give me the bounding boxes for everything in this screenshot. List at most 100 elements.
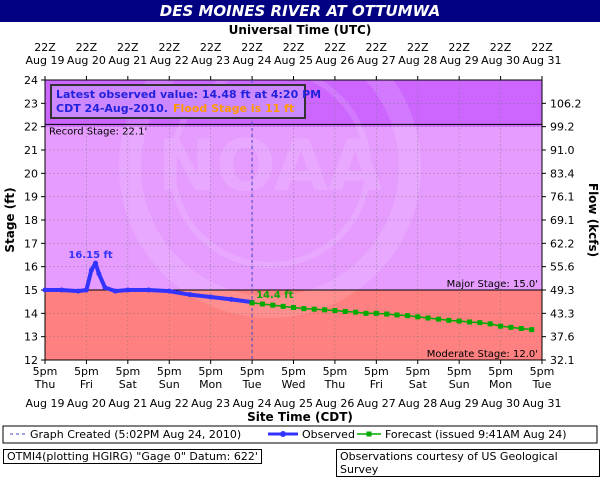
y2-axis-title: Flow (kcfs)	[586, 183, 600, 257]
bottom-date-label: Aug 20	[67, 397, 106, 410]
footer-datum: OTMI4(plotting HGIRG) "Gage 0" Datum: 62…	[3, 449, 262, 464]
y-tick-label: 18	[24, 214, 38, 227]
y-tick-label: 15	[24, 284, 38, 297]
top-date-label: Aug 29	[440, 54, 479, 67]
bottom-date-label: Aug 26	[315, 397, 354, 410]
axes: 12 13 14 15 16 17 18 19 20 21 22 23 24 32.1 37.6 43.3 49…	[3, 23, 600, 424]
bottom-weekday-label: Thu	[34, 378, 56, 391]
y-tick-label: 23	[24, 97, 38, 110]
noaa-watermark: NOAA	[119, 22, 421, 318]
top-date-label: Aug 23	[191, 54, 230, 67]
forecast-point	[291, 305, 296, 310]
y-tick-label: 17	[24, 237, 38, 250]
top-date-label: Aug 30	[481, 54, 520, 67]
y2-tick-label: 91.0	[550, 144, 575, 157]
bottom-weekday-label: Wed	[282, 378, 306, 391]
info-box	[50, 84, 306, 119]
bottom-axis-title: Site Time (CDT)	[247, 410, 353, 424]
top-time-label: 22Z	[283, 41, 305, 54]
y-tick-label: 22	[24, 121, 38, 134]
observed-point	[166, 288, 172, 294]
bottom-time-label: 5pm	[198, 365, 223, 378]
top-date-label: Aug 26	[315, 54, 354, 67]
y2-tick-label: 69.1	[550, 214, 575, 227]
top-date-label: Aug 24	[233, 54, 272, 67]
bottom-time-label: 5pm	[115, 365, 140, 378]
bottom-date-label: Aug 23	[191, 397, 230, 410]
forecast-point	[467, 319, 473, 325]
top-date-label: Aug 31	[523, 54, 562, 67]
top-time-label: 22Z	[158, 41, 180, 54]
bottom-weekday-label: Fri	[370, 378, 383, 391]
y-axis-title: Stage (ft)	[3, 187, 17, 252]
bottom-time-label: 5pm	[530, 365, 555, 378]
y-tick-label: 20	[24, 167, 38, 180]
info-box-line1: Latest observed value: 14.48 ft at 4:20 …	[56, 88, 321, 101]
threshold-label-record: Record Stage: 22.1'	[49, 126, 147, 137]
top-time-label: 22Z	[117, 41, 139, 54]
top-time-label: 22Z	[366, 41, 388, 54]
top-date-label: Aug 27	[357, 54, 396, 67]
forecast-point	[487, 321, 493, 327]
y-tick-label: 21	[24, 144, 38, 157]
bottom-weekday-label: Mon	[489, 378, 512, 391]
observed-point	[93, 260, 99, 266]
forecast-point	[518, 326, 524, 331]
y2-tick-label: 106.2	[550, 97, 582, 110]
forecast-point	[270, 302, 276, 308]
forecast-point	[404, 313, 410, 319]
top-time-label: 22Z	[407, 41, 429, 54]
top-date-label: Aug 19	[26, 54, 65, 67]
bottom-weekday-label: Fri	[80, 378, 93, 391]
y-tick-label: 13	[24, 331, 38, 344]
y2-tick-label: 76.1	[550, 191, 575, 204]
chart-labels: 16.15 ft 14.4 ft Latest observed value: 14…	[50, 84, 321, 301]
top-time-label: 22Z	[241, 41, 263, 54]
forecast-point	[415, 314, 421, 320]
forecast-point	[498, 323, 504, 329]
forecast-point	[446, 317, 452, 323]
forecast-point	[529, 327, 535, 333]
top-date-label: Aug 21	[108, 54, 147, 67]
observed-point	[42, 287, 48, 293]
y-tick-label: 12	[24, 354, 38, 367]
bottom-weekday-label: Thu	[324, 378, 346, 391]
bottom-date-label: Aug 31	[523, 397, 562, 410]
observed-point	[146, 287, 152, 293]
observed-point	[83, 287, 89, 293]
forecast-point	[435, 316, 441, 322]
top-time-label: 22Z	[531, 41, 553, 54]
observed-point	[96, 271, 102, 277]
bottom-date-label: Aug 28	[398, 397, 437, 410]
observed-point	[75, 288, 81, 294]
y-tick-label: 24	[24, 74, 38, 87]
top-time-label: 22Z	[34, 41, 56, 54]
observed-point	[112, 288, 118, 294]
bottom-time-label: 5pm	[74, 365, 99, 378]
watermark-circle-inner	[169, 66, 371, 268]
bottom-time-label: 5pm	[405, 365, 430, 378]
top-date-label: Aug 20	[67, 54, 106, 67]
forecast-point	[259, 301, 265, 307]
bottom-date-label: Aug 29	[440, 397, 479, 410]
legend-observed-marker	[280, 431, 286, 437]
top-date-label: Aug 25	[274, 54, 313, 67]
top-time-label: 22Z	[490, 41, 512, 54]
top-time-label: 22Z	[76, 41, 98, 54]
y2-tick-label: 83.4	[550, 167, 575, 180]
observed-point	[228, 296, 234, 302]
forecast-point	[425, 315, 431, 321]
legend-observed-label: Observed	[302, 428, 355, 441]
y-tick-label: 14	[24, 307, 38, 320]
bottom-weekday-label: Tue	[532, 378, 552, 391]
y-tick-label: 19	[24, 191, 38, 204]
forecast-point	[353, 309, 359, 315]
observed-point	[208, 294, 214, 300]
bottom-time-label: 5pm	[323, 365, 348, 378]
forecast-point	[311, 306, 317, 312]
watermark-circle-outer	[119, 22, 421, 318]
observed-point	[88, 267, 94, 273]
forecast-point	[384, 311, 390, 317]
forecast-point	[280, 303, 286, 309]
bottom-date-label: Aug 25	[274, 397, 313, 410]
